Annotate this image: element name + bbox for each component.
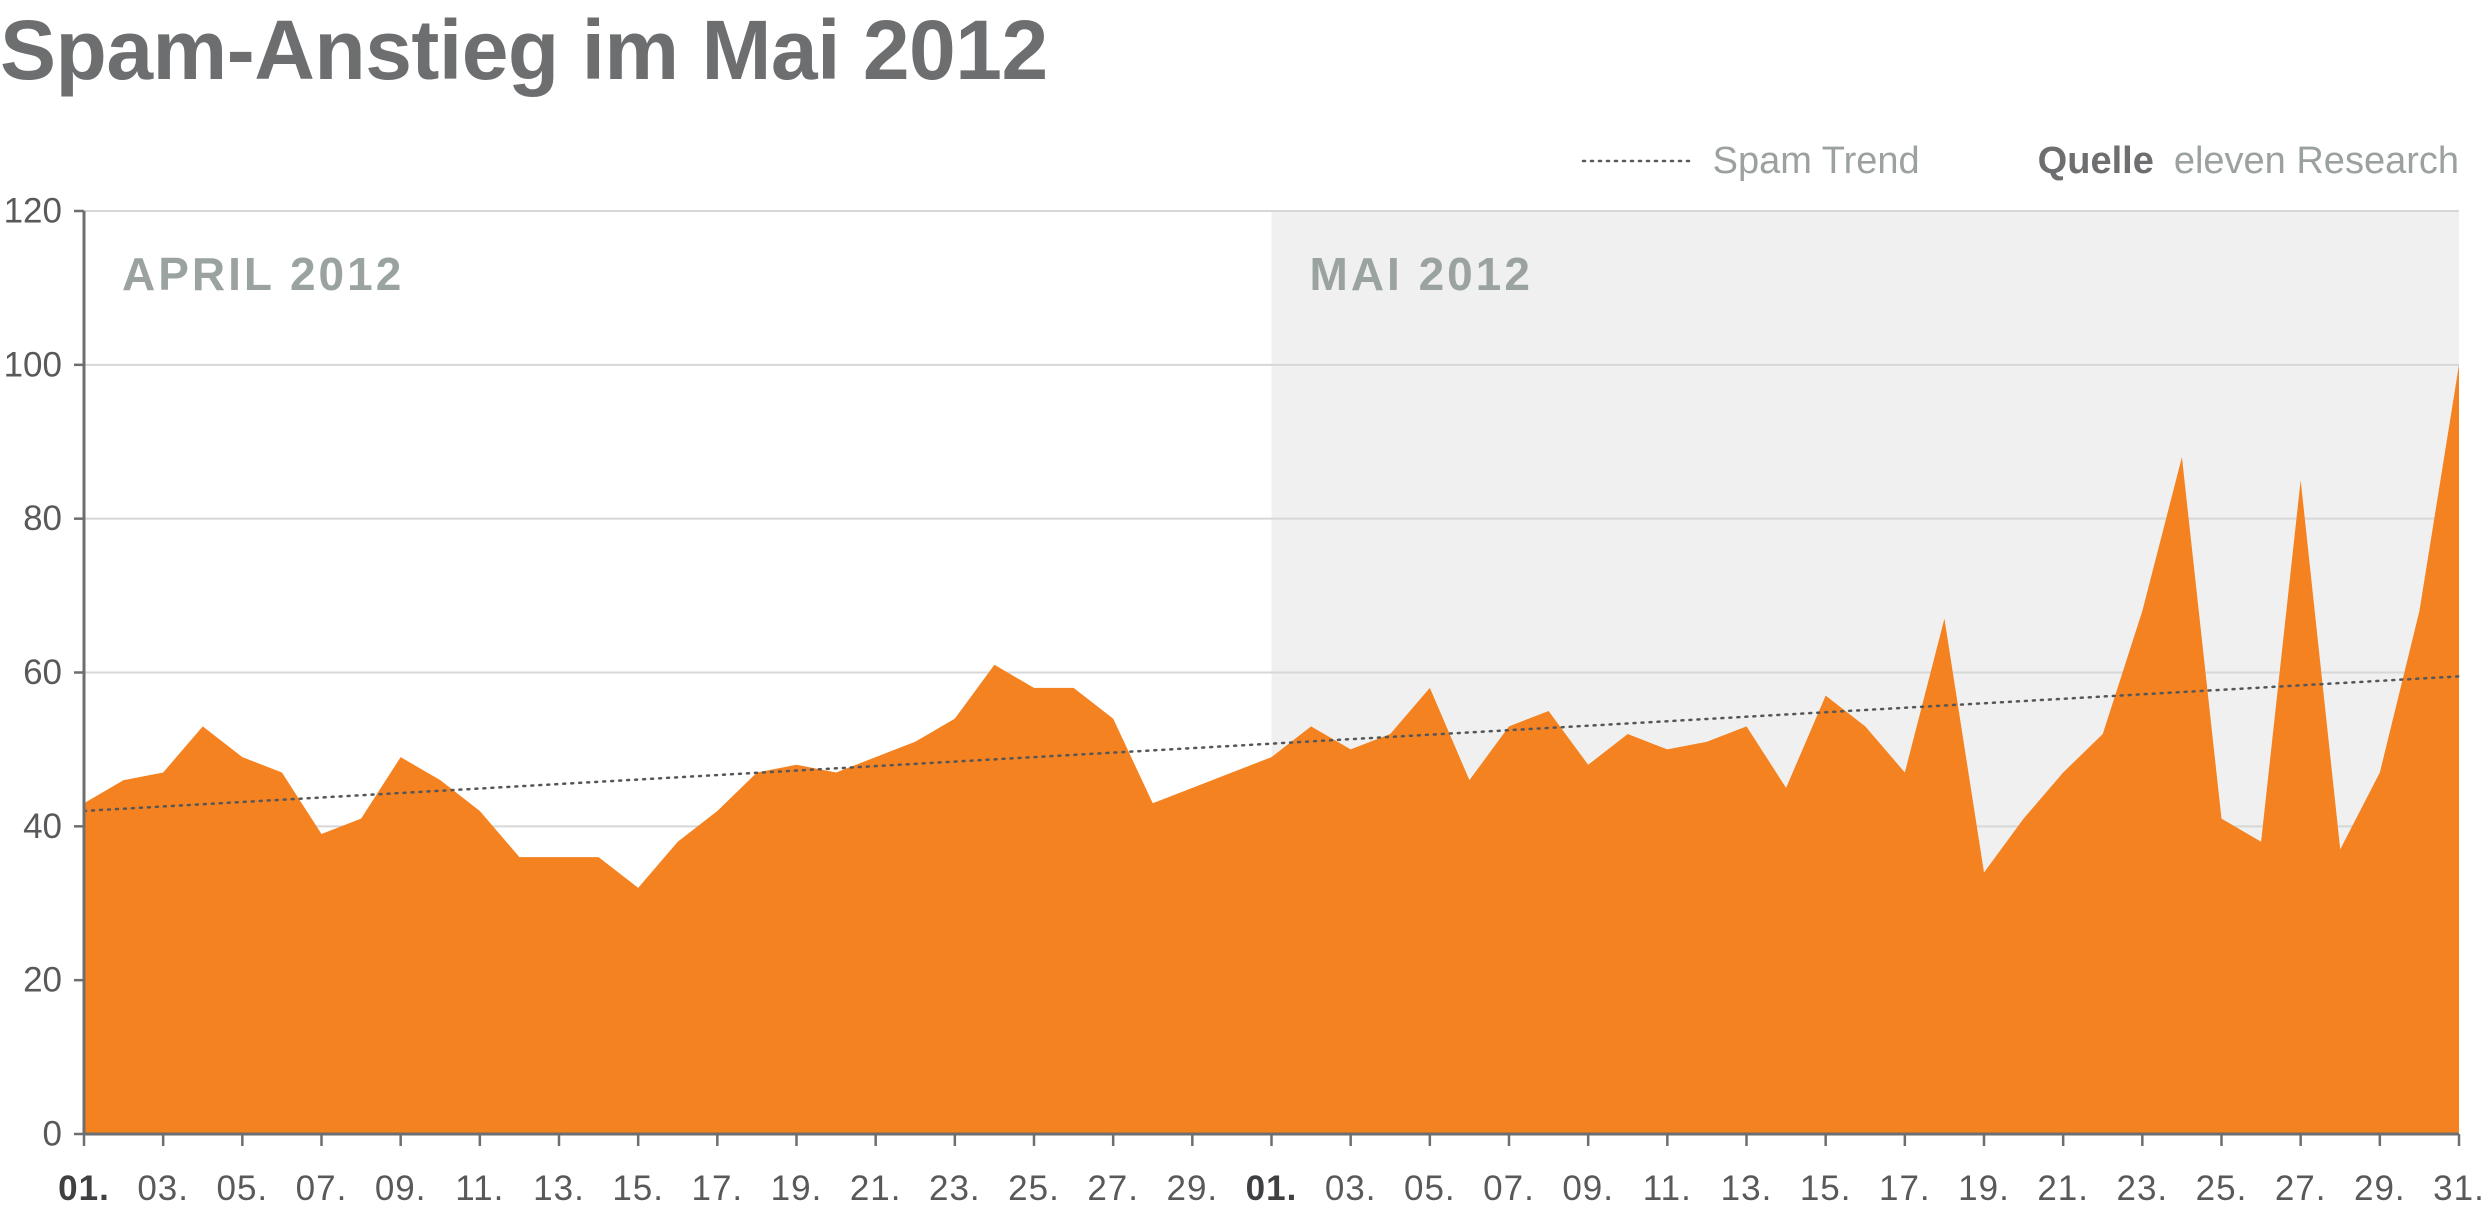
x-tick-label: 13.: [533, 1169, 585, 1208]
y-tick-label: 60: [23, 653, 62, 692]
chart-title: Spam-Anstieg im Mai 2012: [0, 3, 1048, 97]
x-tick-label: 07.: [1483, 1169, 1535, 1208]
spam-area-series: [84, 364, 2459, 1135]
trend-legend-swatch: [1581, 159, 1690, 163]
x-tick-label: 05.: [217, 1169, 269, 1208]
x-tick-label: 17.: [1879, 1169, 1931, 1208]
x-tick-label: 07.: [296, 1169, 348, 1208]
x-tick-label: 25.: [2196, 1169, 2248, 1208]
x-tick-label: 19.: [1958, 1169, 2010, 1208]
x-tick-label: 29.: [2354, 1169, 2406, 1208]
y-tick-label: 0: [43, 1115, 62, 1154]
x-tick-label: 11.: [1643, 1169, 1692, 1208]
legend: Spam Trend Quelle eleven Research: [1581, 142, 2459, 180]
x-tick-label: 23.: [2117, 1169, 2169, 1208]
x-tick-label: 25.: [1008, 1169, 1060, 1208]
area-layer: [84, 364, 2459, 1135]
x-tick-label: 03.: [137, 1169, 189, 1208]
trend-legend-label: Spam Trend: [1712, 140, 1920, 182]
source-label: Quelle: [2037, 140, 2154, 182]
x-tick-label: 31.: [2433, 1169, 2485, 1208]
x-tick-label: 15.: [1800, 1169, 1852, 1208]
x-tick-label: 27.: [1087, 1169, 1139, 1208]
y-tick-label: 100: [4, 345, 62, 384]
x-tick-label: 13.: [1721, 1169, 1773, 1208]
x-tick-label: 19.: [771, 1169, 823, 1208]
x-tick-label: 01.: [1246, 1169, 1298, 1208]
y-tick-label: 40: [23, 807, 62, 846]
x-tick-label: 01.: [58, 1169, 110, 1208]
x-tick-label: 21.: [2037, 1169, 2089, 1208]
x-tick-label: 03.: [1325, 1169, 1377, 1208]
x-tick-label: 05.: [1404, 1169, 1456, 1208]
month-label: APRIL 2012: [122, 248, 404, 300]
x-tick-label: 09.: [375, 1169, 427, 1208]
x-tick-label: 21.: [850, 1169, 902, 1208]
y-tick-label: 20: [23, 961, 62, 1000]
axes-layer: [74, 209, 2461, 1146]
label-layer: APRIL 2012 MAI 2012 0 20 40 60 80 100 120 01. 03. 0…: [4, 192, 2485, 1209]
x-tick-label: 09.: [1562, 1169, 1614, 1208]
x-tick-label: 23.: [929, 1169, 981, 1208]
x-tick-label: 27.: [2275, 1169, 2327, 1208]
x-tick-label: 17.: [692, 1169, 744, 1208]
x-tick-label: 29.: [1167, 1169, 1219, 1208]
month-label: MAI 2012: [1310, 248, 1533, 300]
y-tick-label: 80: [23, 499, 62, 538]
x-tick-label: 15.: [612, 1169, 664, 1208]
y-tick-label: 120: [4, 192, 62, 231]
x-tick-label: 11.: [455, 1169, 504, 1208]
source-text: eleven Research: [2173, 140, 2459, 182]
